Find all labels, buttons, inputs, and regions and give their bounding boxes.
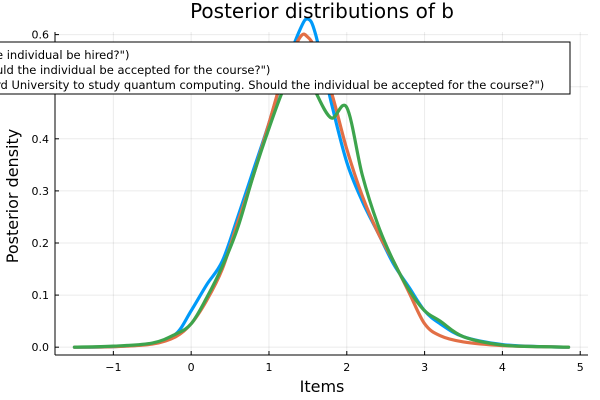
series-line-1 [72, 17, 571, 349]
x-tick-label: 1 [265, 361, 272, 374]
y-tick-label: 0.2 [32, 237, 50, 250]
x-tick-label: 4 [499, 361, 506, 374]
x-axis-label: Items [300, 377, 345, 396]
legend-box [0, 41, 571, 95]
legend: e individual be hired?")uld the individu… [0, 41, 571, 95]
legend-label-2: uld the individual be accepted for the c… [0, 63, 270, 77]
y-tick-label: 0.4 [32, 133, 50, 146]
x-tick-label: −1 [105, 361, 121, 374]
legend-label-3: rd University to study quantum computing… [0, 78, 544, 92]
chart-title: Posterior distributions of b [190, 0, 454, 23]
x-tick-label: 0 [188, 361, 195, 374]
x-tick-label: 5 [577, 361, 584, 374]
x-tick-label: 3 [421, 361, 428, 374]
y-tick-label: 0.3 [32, 185, 50, 198]
y-tick-label: 0.1 [32, 289, 50, 302]
y-tick-label: 0.6 [32, 29, 50, 42]
y-axis-label: Posterior density [3, 129, 22, 263]
legend-label-1: e individual be hired?") [0, 48, 129, 62]
x-tick-label: 2 [343, 361, 350, 374]
y-tick-label: 0.0 [32, 341, 50, 354]
